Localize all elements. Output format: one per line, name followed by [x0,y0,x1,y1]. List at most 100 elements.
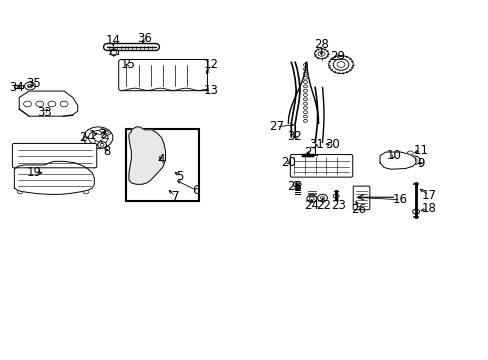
Circle shape [154,174,159,179]
Circle shape [189,71,201,80]
Circle shape [141,156,148,161]
Circle shape [303,72,307,75]
Text: 24: 24 [304,199,319,212]
Text: 17: 17 [421,189,435,202]
Circle shape [119,62,128,68]
Circle shape [385,157,395,164]
Text: 1: 1 [88,129,96,142]
Text: 31: 31 [308,138,324,151]
Circle shape [332,59,348,70]
Circle shape [124,71,136,80]
Circle shape [303,94,307,96]
Text: 10: 10 [386,149,400,162]
Circle shape [407,151,412,155]
Text: 16: 16 [392,193,407,206]
Circle shape [169,175,175,179]
Circle shape [320,197,324,199]
Text: 8: 8 [103,145,110,158]
Circle shape [100,129,104,132]
Circle shape [137,153,152,164]
Circle shape [88,131,108,145]
Text: 23: 23 [330,199,345,212]
Circle shape [303,98,307,101]
Circle shape [303,102,307,105]
Circle shape [163,163,169,168]
Circle shape [317,194,327,202]
Circle shape [303,120,307,122]
Circle shape [158,188,164,192]
Text: 2: 2 [79,131,86,144]
Bar [14,85,23,88]
FancyBboxPatch shape [12,143,97,168]
Circle shape [48,101,56,107]
Text: 28: 28 [313,38,328,51]
Circle shape [303,76,307,79]
Circle shape [295,183,299,186]
Circle shape [303,107,307,109]
Polygon shape [19,91,78,116]
Text: 29: 29 [330,50,345,63]
Circle shape [407,156,419,165]
Circle shape [111,50,117,54]
Circle shape [293,181,301,187]
Circle shape [303,115,307,118]
Text: 6: 6 [192,184,199,197]
Circle shape [60,101,68,107]
Circle shape [306,195,316,202]
Text: 14: 14 [105,34,120,48]
Text: 7: 7 [171,190,179,203]
Circle shape [150,171,163,181]
Circle shape [309,197,314,201]
Circle shape [100,143,104,146]
Circle shape [303,111,307,114]
Circle shape [303,85,307,88]
Circle shape [303,81,307,84]
Circle shape [23,101,31,107]
Text: 35: 35 [26,77,41,90]
Text: 25: 25 [286,180,301,193]
Circle shape [105,132,108,134]
Circle shape [41,189,47,194]
Text: 36: 36 [137,32,152,45]
Text: 13: 13 [203,84,218,97]
Circle shape [303,63,307,66]
Circle shape [170,176,173,178]
FancyBboxPatch shape [119,59,207,91]
Circle shape [98,141,106,148]
Circle shape [103,130,110,135]
Circle shape [318,51,325,56]
Text: 30: 30 [324,138,339,151]
Circle shape [336,62,344,67]
Circle shape [160,189,163,191]
Text: 26: 26 [351,203,366,216]
Circle shape [83,127,113,148]
Text: 4: 4 [157,153,164,166]
Text: 19: 19 [26,166,41,179]
Text: 34: 34 [9,81,24,94]
Text: 11: 11 [413,144,427,157]
Text: 22: 22 [315,199,330,212]
Text: 33: 33 [37,106,52,119]
Polygon shape [379,152,415,169]
Text: 15: 15 [121,58,136,71]
Text: 3: 3 [99,127,106,141]
Circle shape [122,64,125,67]
Text: 18: 18 [421,202,435,215]
FancyBboxPatch shape [290,154,352,177]
Text: 32: 32 [286,130,301,143]
Circle shape [303,89,307,92]
Bar [126,129,198,201]
Text: 20: 20 [281,156,295,169]
Polygon shape [129,127,165,184]
FancyBboxPatch shape [352,186,369,210]
Circle shape [412,209,419,214]
Circle shape [17,189,23,194]
Circle shape [410,158,416,162]
Circle shape [131,148,158,168]
Text: 12: 12 [203,58,219,71]
Text: 5: 5 [176,170,183,183]
Text: 27: 27 [268,121,283,134]
Circle shape [328,55,352,73]
Circle shape [27,84,32,88]
Polygon shape [14,161,94,194]
